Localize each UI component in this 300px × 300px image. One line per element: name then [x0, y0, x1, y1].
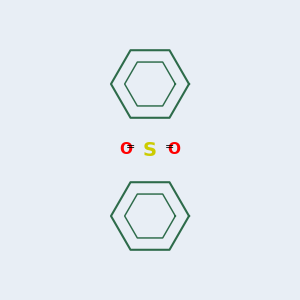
- Text: O: O: [167, 142, 181, 158]
- Text: =: =: [165, 142, 174, 152]
- Text: S: S: [143, 140, 157, 160]
- Text: =: =: [126, 142, 135, 152]
- Text: O: O: [119, 142, 133, 158]
